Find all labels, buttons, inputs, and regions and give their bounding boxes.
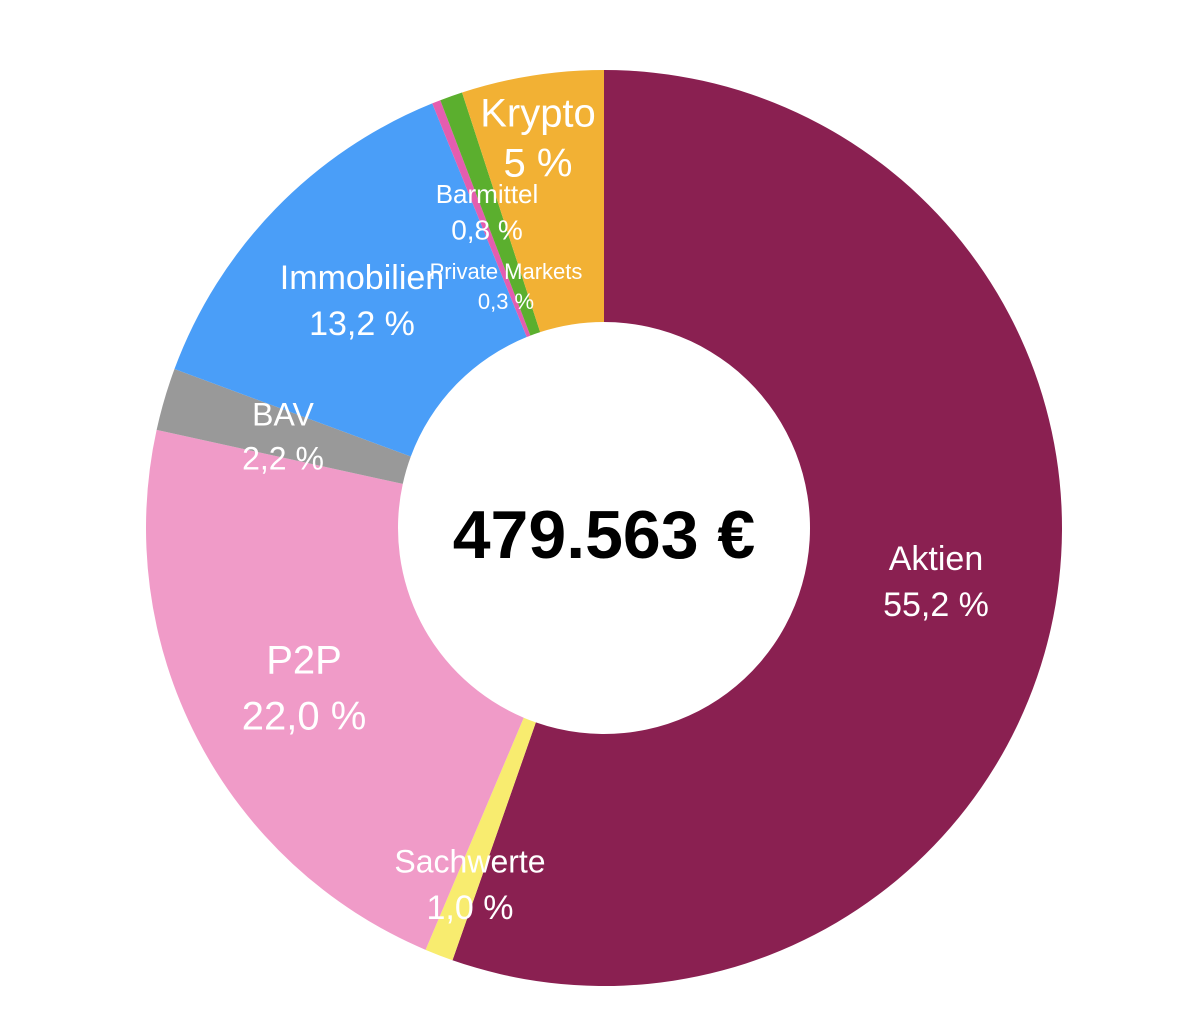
slice-value-barmittel: 0,8 % — [451, 214, 523, 245]
slice-label-p2p: P2P — [266, 639, 342, 683]
slice-private-markets — [432, 100, 531, 338]
slice-p2p — [145, 429, 524, 950]
slice-value-sachwerte: 1,0 % — [427, 889, 514, 927]
donut-slices — [145, 70, 1063, 987]
slice-label-immobilien: Immobilien — [280, 259, 444, 297]
slice-value-bav: 2,2 % — [242, 440, 324, 476]
slice-sachwerte — [425, 717, 536, 961]
slice-label-sachwerte: Sachwerte — [394, 843, 545, 879]
slice-labels: Aktien 55,2 % Sachwerte 1,0 % P2P 22,0 % BAV 2,… — [242, 92, 989, 927]
slice-value-aktien: 55,2 % — [883, 586, 989, 624]
slice-value-krypto: 5 % — [504, 142, 573, 186]
slice-label-aktien: Aktien — [889, 540, 984, 578]
slice-label-private-markets: Private Markets — [430, 259, 583, 284]
slice-label-bav: BAV — [252, 396, 314, 432]
slice-bav — [156, 369, 411, 484]
slice-value-p2p: 22,0 % — [242, 695, 367, 739]
slice-value-private-markets: 0,3 % — [478, 289, 534, 314]
slice-value-immobilien: 13,2 % — [309, 305, 415, 343]
slice-immobilien — [174, 103, 527, 457]
slice-krypto — [462, 70, 604, 333]
slice-aktien — [452, 70, 1063, 987]
total-value: 479.563 € — [453, 497, 756, 573]
slice-label-barmittel: Barmittel — [436, 179, 539, 209]
slice-label-krypto: Krypto — [480, 92, 596, 136]
slice-barmittel — [440, 92, 541, 336]
